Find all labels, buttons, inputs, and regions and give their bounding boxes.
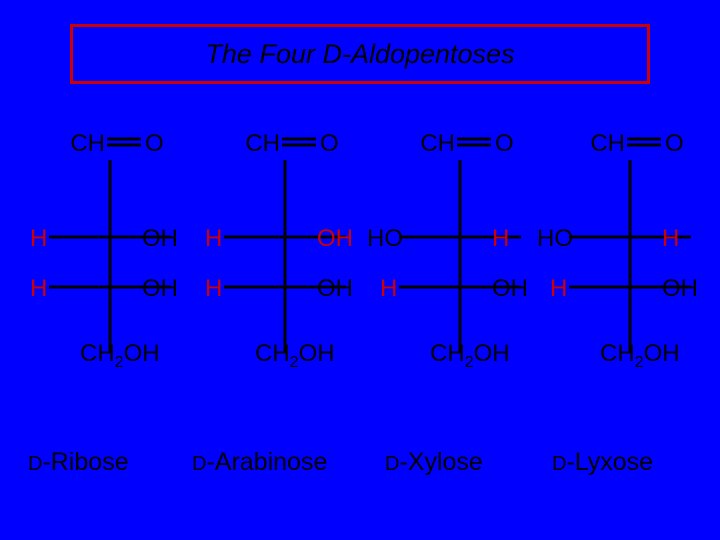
label-ch2oh: CH2OH bbox=[430, 340, 510, 372]
label-o: O bbox=[665, 130, 684, 158]
label-ch: CH bbox=[590, 130, 625, 158]
label-right-0: H bbox=[662, 225, 679, 253]
molecule-1: CHOHOHHOHCH2OH bbox=[200, 130, 370, 430]
structures-panel: CHOHOHHOHCH2OHCHOHOHHOHCH2OHCHOHOHHOHCH2… bbox=[0, 130, 720, 430]
title-box: The Four D-Aldopentoses bbox=[70, 24, 650, 84]
label-ch: CH bbox=[420, 130, 455, 158]
label-right-0: OH bbox=[317, 225, 353, 253]
label-right-0: OH bbox=[142, 225, 178, 253]
molecule-0: CHOHOHHOHCH2OH bbox=[25, 130, 195, 430]
label-ch2oh: CH2OH bbox=[80, 340, 160, 372]
label-left-1: H bbox=[550, 275, 567, 303]
molecule-name-0: D-Ribose bbox=[28, 448, 129, 477]
label-right-0: H bbox=[492, 225, 509, 253]
label-left-1: H bbox=[205, 275, 222, 303]
label-o: O bbox=[320, 130, 339, 158]
page-title: The Four D-Aldopentoses bbox=[205, 39, 514, 70]
label-left-0: HO bbox=[537, 225, 573, 253]
label-ch2oh: CH2OH bbox=[255, 340, 335, 372]
molecule-2: CHOHOHHOHCH2OH bbox=[375, 130, 545, 430]
label-right-1: OH bbox=[142, 275, 178, 303]
label-ch2oh: CH2OH bbox=[600, 340, 680, 372]
label-right-1: OH bbox=[492, 275, 528, 303]
label-left-0: H bbox=[30, 225, 47, 253]
molecule-3: CHOHOHHOHCH2OH bbox=[545, 130, 715, 430]
label-left-1: H bbox=[380, 275, 397, 303]
label-o: O bbox=[145, 130, 164, 158]
molecule-name-2: D-Xylose bbox=[385, 448, 483, 477]
label-left-0: H bbox=[205, 225, 222, 253]
label-right-1: OH bbox=[317, 275, 353, 303]
label-left-0: HO bbox=[367, 225, 403, 253]
label-o: O bbox=[495, 130, 514, 158]
label-right-1: OH bbox=[662, 275, 698, 303]
label-left-1: H bbox=[30, 275, 47, 303]
label-ch: CH bbox=[245, 130, 280, 158]
molecule-name-3: D-Lyxose bbox=[552, 448, 653, 477]
molecule-name-1: D-Arabinose bbox=[192, 448, 327, 477]
label-ch: CH bbox=[70, 130, 105, 158]
